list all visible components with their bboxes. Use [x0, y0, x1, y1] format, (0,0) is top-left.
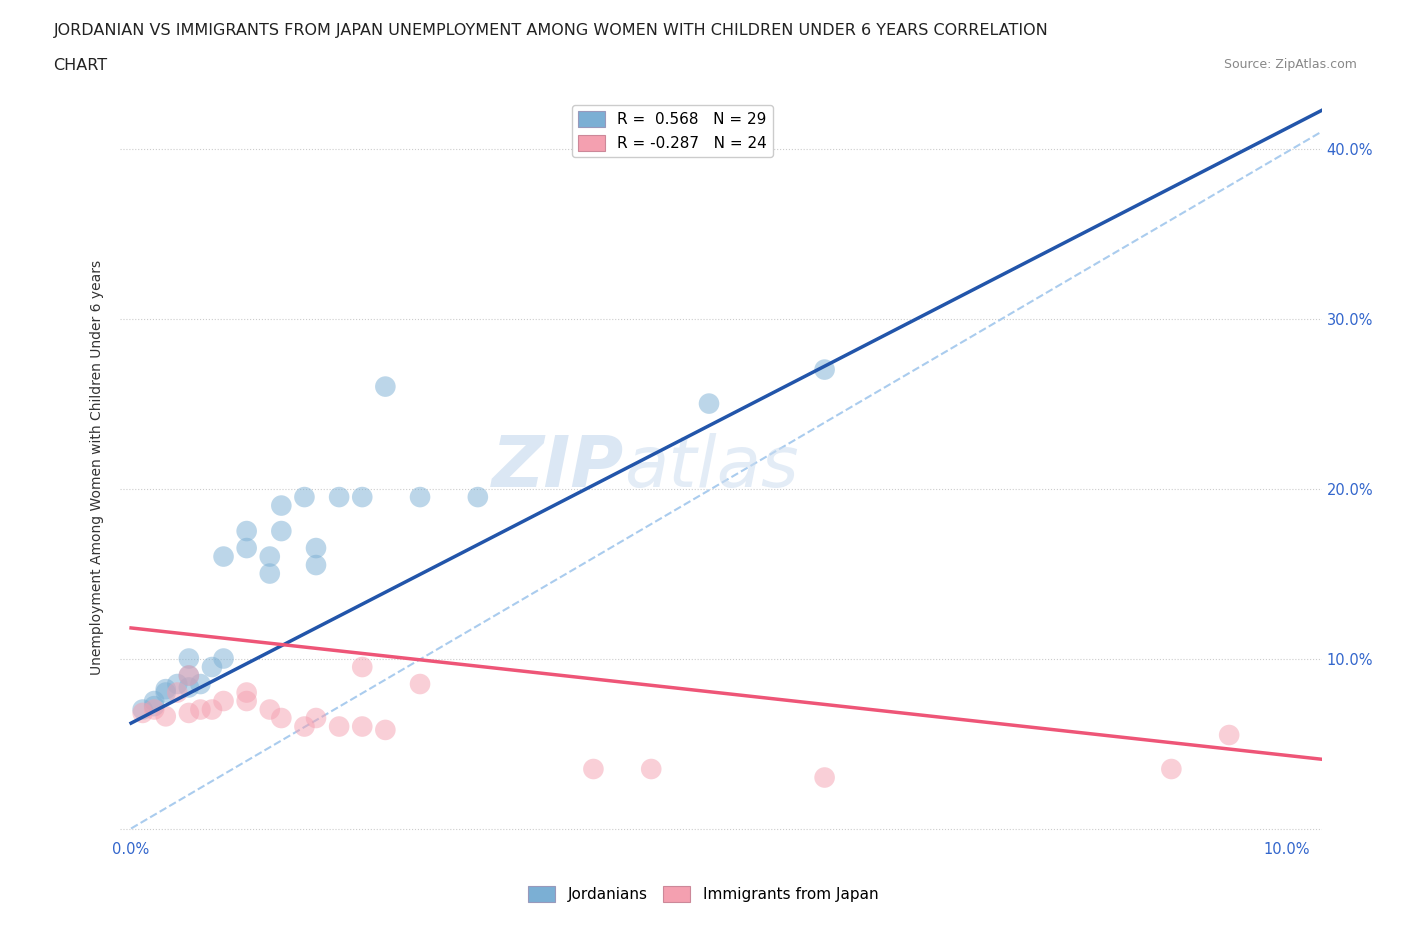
- Point: [813, 770, 835, 785]
- Point: [697, 396, 720, 411]
- Point: [235, 685, 257, 700]
- Point: [190, 677, 212, 692]
- Point: [305, 540, 328, 555]
- Legend: Jordanians, Immigrants from Japan: Jordanians, Immigrants from Japan: [522, 880, 884, 909]
- Point: [259, 549, 281, 564]
- Point: [409, 677, 432, 692]
- Point: [166, 685, 188, 700]
- Point: [270, 524, 292, 538]
- Point: [131, 702, 153, 717]
- Point: [177, 680, 200, 695]
- Point: [270, 498, 292, 513]
- Point: [177, 668, 200, 683]
- Point: [328, 719, 350, 734]
- Point: [143, 702, 166, 717]
- Point: [640, 762, 662, 777]
- Point: [1160, 762, 1182, 777]
- Legend: R =  0.568   N = 29, R = -0.287   N = 24: R = 0.568 N = 29, R = -0.287 N = 24: [572, 105, 773, 157]
- Point: [328, 489, 350, 504]
- Point: [190, 702, 212, 717]
- Point: [177, 706, 200, 721]
- Point: [212, 549, 235, 564]
- Point: [143, 698, 166, 713]
- Point: [235, 540, 257, 555]
- Point: [155, 685, 177, 700]
- Point: [177, 651, 200, 666]
- Point: [352, 489, 374, 504]
- Text: JORDANIAN VS IMMIGRANTS FROM JAPAN UNEMPLOYMENT AMONG WOMEN WITH CHILDREN UNDER : JORDANIAN VS IMMIGRANTS FROM JAPAN UNEMP…: [53, 23, 1049, 38]
- Point: [155, 709, 177, 724]
- Point: [259, 702, 281, 717]
- Point: [201, 659, 224, 674]
- Point: [270, 711, 292, 725]
- Text: ZIP: ZIP: [492, 432, 624, 502]
- Point: [374, 723, 396, 737]
- Point: [352, 659, 374, 674]
- Point: [813, 362, 835, 377]
- Point: [201, 702, 224, 717]
- Text: atlas: atlas: [624, 432, 799, 502]
- Text: Source: ZipAtlas.com: Source: ZipAtlas.com: [1223, 58, 1357, 71]
- Point: [305, 711, 328, 725]
- Point: [294, 719, 316, 734]
- Point: [305, 558, 328, 573]
- Point: [467, 489, 489, 504]
- Text: CHART: CHART: [53, 58, 107, 73]
- Point: [582, 762, 605, 777]
- Point: [166, 677, 188, 692]
- Point: [294, 489, 316, 504]
- Point: [235, 694, 257, 709]
- Point: [143, 694, 166, 709]
- Point: [155, 682, 177, 697]
- Point: [212, 694, 235, 709]
- Point: [131, 706, 153, 721]
- Point: [259, 566, 281, 581]
- Point: [235, 524, 257, 538]
- Point: [409, 489, 432, 504]
- Y-axis label: Unemployment Among Women with Children Under 6 years: Unemployment Among Women with Children U…: [90, 259, 104, 675]
- Point: [374, 379, 396, 394]
- Point: [177, 668, 200, 683]
- Point: [1218, 727, 1240, 742]
- Point: [212, 651, 235, 666]
- Point: [352, 719, 374, 734]
